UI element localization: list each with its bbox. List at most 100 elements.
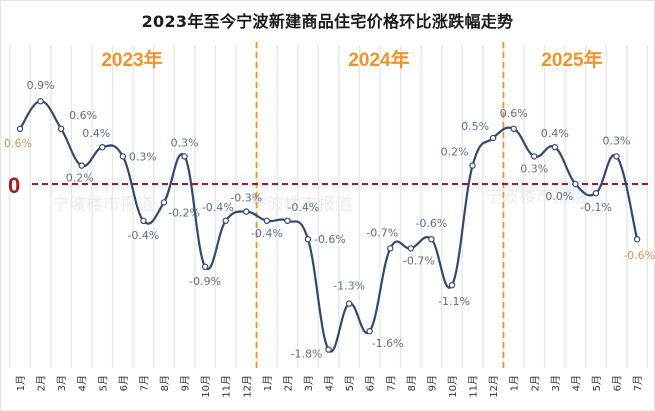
data-point	[613, 153, 620, 160]
data-label: -0.6%	[314, 233, 346, 246]
x-tick-label: 12月	[241, 375, 253, 398]
data-point	[37, 97, 44, 105]
x-tick-label: 6月	[365, 375, 377, 391]
data-label: -1.6%	[372, 337, 404, 350]
x-tick-label: 4月	[570, 375, 582, 391]
year-label: 2025年	[541, 48, 602, 71]
data-label: 0.3%	[129, 150, 157, 163]
data-label: -1.3%	[333, 280, 365, 293]
data-label: 0.9%	[27, 79, 55, 92]
x-tick-label: 3月	[550, 375, 562, 391]
data-label: 0.3%	[603, 134, 631, 147]
data-point	[119, 153, 127, 160]
data-point	[140, 217, 147, 224]
data-label: -1.8%	[291, 348, 323, 361]
data-label: -0.4%	[287, 201, 319, 214]
data-label: 0.3%	[520, 162, 548, 175]
watermark-text: 宁波楼市报道	[250, 195, 352, 215]
data-point	[284, 217, 291, 224]
data-point	[57, 125, 65, 133]
zero-label: 0	[8, 173, 20, 198]
data-point	[428, 235, 435, 243]
x-tick-label: 10月	[447, 375, 459, 398]
data-point	[592, 189, 600, 197]
x-tick-label: 1月	[262, 375, 274, 391]
data-point	[160, 199, 168, 206]
x-tick-label: 8月	[159, 375, 171, 391]
x-tick-label: 7月	[138, 375, 150, 391]
x-tick-label: 2月	[282, 375, 294, 391]
data-point	[572, 180, 579, 188]
data-label: 0.2%	[66, 172, 94, 185]
x-tick-label: 8月	[406, 375, 418, 391]
data-point	[201, 263, 209, 270]
data-point	[325, 346, 332, 353]
data-label: 0.5%	[461, 120, 489, 133]
year-label: 2023年	[101, 48, 162, 71]
data-label: -0.6%	[623, 249, 655, 262]
data-label: -0.6%	[415, 217, 447, 230]
year-label: 2024年	[348, 48, 409, 71]
data-point	[263, 217, 271, 224]
data-label: 0.6%	[69, 109, 97, 122]
data-label: -0.1%	[580, 201, 612, 214]
x-tick-label: 1月	[509, 375, 521, 391]
data-point	[222, 217, 229, 224]
data-point	[489, 134, 497, 142]
watermarks: 宁波楼市报道 宁波楼市报道 宁波楼市报道	[52, 187, 587, 215]
data-point	[469, 162, 476, 169]
data-label: -0.4%	[251, 227, 283, 240]
x-tick-label: 2月	[529, 375, 541, 391]
data-label: 0.2%	[441, 146, 469, 159]
data-label: -0.2%	[168, 206, 200, 219]
data-label: -0.9%	[189, 275, 221, 288]
x-tick-label: 7月	[385, 375, 397, 391]
x-tick-label: 5月	[97, 375, 109, 391]
data-point	[304, 235, 312, 243]
x-tick-label: 9月	[426, 375, 438, 391]
data-label: -0.3%	[230, 192, 262, 205]
data-label: -1.1%	[438, 295, 470, 308]
watermark-text: 宁波楼市报道	[52, 195, 154, 215]
data-point	[16, 125, 24, 133]
data-label: 0.6%	[500, 107, 528, 120]
x-tick-label: 4月	[324, 375, 336, 391]
watermark-text: 宁波楼市报道	[485, 187, 587, 207]
chart-title: 2023年至今宁波新建商品住宅价格环比涨跌幅走势	[141, 12, 514, 31]
x-tick-label: 2月	[36, 375, 48, 391]
year-labels: 2023年 2024年 2025年	[101, 48, 602, 71]
data-point	[407, 245, 415, 252]
gridlines	[9, 45, 649, 368]
data-point	[448, 282, 456, 289]
data-point	[510, 125, 517, 133]
data-label: -0.7%	[366, 226, 398, 239]
x-tick-label: 3月	[303, 375, 315, 391]
data-point	[345, 300, 353, 307]
data-label: 0.0%	[545, 190, 573, 203]
data-label: 0.4%	[541, 127, 569, 140]
data-label: 0.3%	[171, 136, 199, 149]
x-tick-label: 6月	[118, 375, 130, 391]
x-tick-label: 10月	[200, 375, 212, 398]
data-label: 0.4%	[82, 127, 110, 140]
x-tick-label: 11月	[468, 375, 480, 398]
x-tick-label: 3月	[56, 375, 68, 391]
x-tick-labels: 1月 2月 3月 4月 5月 6月 7月 8月 9月 10月 11月 12月 1月 2月 3月 4月 5月 6月 7…	[15, 375, 644, 398]
data-label: -0.4%	[127, 229, 159, 242]
data-point	[243, 208, 250, 215]
data-points	[16, 97, 641, 353]
data-point	[551, 143, 559, 151]
data-label: -0.7%	[403, 254, 435, 267]
data-point	[366, 328, 373, 335]
x-tick-label: 4月	[77, 375, 89, 391]
x-tick-label: 6月	[612, 375, 624, 391]
data-label: 0.6%	[4, 137, 32, 150]
data-point	[99, 143, 106, 151]
x-tick-label: 1月	[15, 375, 27, 391]
x-tick-label: 5月	[344, 375, 356, 391]
data-point	[78, 162, 85, 169]
data-labels: 0.6% 0.9% 0.6% 0.2% 0.4% 0.3% -0.4% -0.2% 0.3% -0…	[4, 79, 655, 360]
data-point	[633, 235, 641, 243]
